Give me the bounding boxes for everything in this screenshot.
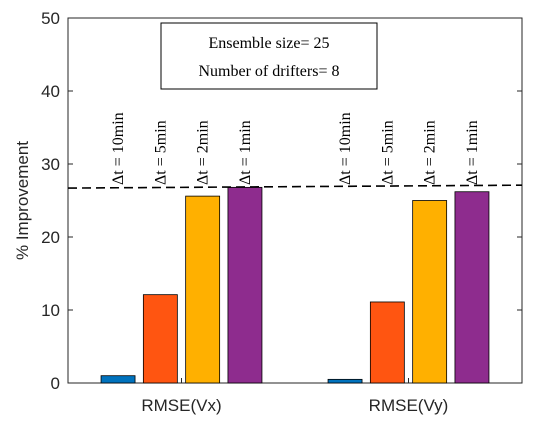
y-axis-title: % Improvement	[13, 141, 32, 260]
bar	[369, 301, 405, 384]
annotation-line-1: Ensemble size= 25	[209, 35, 330, 52]
bar	[100, 375, 136, 384]
bar-series-label: Δt = 5min	[379, 120, 396, 185]
axes-frame	[67, 17, 523, 384]
x-tick-label: RMSE(Vy)	[369, 396, 449, 415]
bar-series-label: Δt = 10min	[337, 112, 354, 185]
annotation-box: Ensemble size= 25 Number of drifters= 8	[160, 22, 378, 90]
bar-series-label: Δt = 10min	[110, 112, 127, 185]
bar	[454, 191, 490, 384]
bar-series-label: Δt = 2min	[195, 120, 212, 185]
bar-series-label: Δt = 2min	[422, 120, 439, 185]
x-tick-label: RMSE(Vx)	[141, 396, 221, 415]
reference-line-group	[67, 184, 523, 189]
bar-series-label: Δt = 1min	[237, 120, 254, 185]
annotation-box-frame	[160, 22, 378, 90]
y-tick-label: 0	[51, 374, 60, 393]
annotation-line-2: Number of drifters= 8	[199, 63, 340, 80]
y-tick-label: 10	[41, 301, 60, 320]
y-tick-label: 30	[41, 155, 60, 174]
y-tick-label: 20	[41, 228, 60, 247]
bar-annotations: Δt = 10min Δt = 5min Δt = 2min Δt = 1min Δt …	[110, 112, 481, 185]
bar	[327, 378, 363, 384]
bar-series-label: Δt = 5min	[152, 120, 169, 185]
y-tick-label: 50	[41, 9, 60, 28]
bar	[185, 195, 221, 384]
y-tick-label: 40	[41, 82, 60, 101]
bars	[100, 186, 490, 384]
bar	[142, 294, 178, 384]
bar	[227, 186, 263, 384]
bar-series-label: Δt = 1min	[464, 120, 481, 185]
bar	[412, 200, 448, 384]
reference-line	[67, 184, 523, 189]
